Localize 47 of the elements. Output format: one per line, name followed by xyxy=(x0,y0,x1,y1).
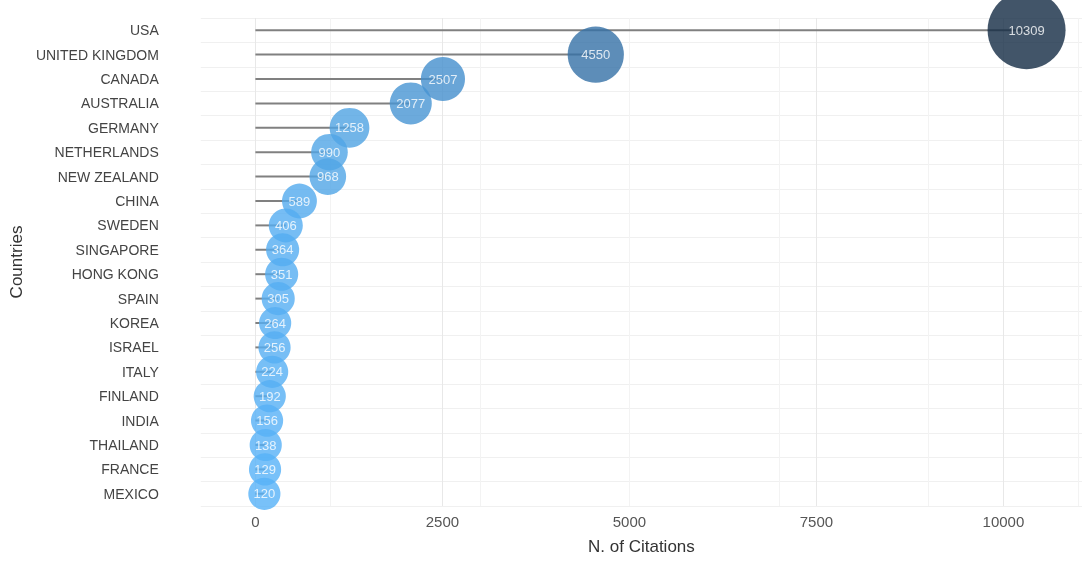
y-tick-label: FRANCE xyxy=(101,461,159,478)
y-tick-label: MEXICO xyxy=(103,485,159,502)
y-tick-label: NETHERLANDS xyxy=(54,144,159,161)
data-label: 256 xyxy=(263,339,286,355)
y-tick-label: KOREA xyxy=(109,315,160,331)
y-tick-label: USA xyxy=(129,22,160,39)
data-label: 120 xyxy=(253,486,276,502)
data-label: 138 xyxy=(254,437,277,453)
y-tick-label: NEW ZEALAND xyxy=(57,168,159,185)
x-tick-label: 5000 xyxy=(612,513,647,530)
y-tick-label: INDIA xyxy=(121,412,160,429)
y-tick-label: UNITED KINGDOM xyxy=(35,46,159,63)
x-tick-label: 7500 xyxy=(799,513,834,530)
y-axis-title: Countries xyxy=(7,225,26,299)
y-tick-label: AUSTRALIA xyxy=(80,95,160,112)
x-axis-title: N. of Citations xyxy=(588,537,695,556)
x-tick-label: 10000 xyxy=(982,513,1025,530)
data-label: 129 xyxy=(254,461,276,477)
data-label: 589 xyxy=(288,193,311,209)
y-tick-label: HONG KONG xyxy=(71,266,159,283)
data-label: 406 xyxy=(274,217,297,233)
data-label: 305 xyxy=(267,291,290,307)
data-label: 2077 xyxy=(396,95,426,111)
data-label: 10309 xyxy=(1008,22,1045,38)
x-tick-label: 0 xyxy=(251,513,260,530)
data-label: 2507 xyxy=(428,71,458,87)
data-label: 4550 xyxy=(581,47,611,63)
x-tick-label: 2500 xyxy=(425,513,460,530)
y-tick-label: SWEDEN xyxy=(97,217,159,234)
y-tick-label: GERMANY xyxy=(87,119,160,136)
y-tick-label: ITALY xyxy=(121,363,160,380)
data-label: 1258 xyxy=(335,120,364,136)
y-tick-label: THAILAND xyxy=(89,437,159,453)
y-tick-label: FINLAND xyxy=(98,388,159,405)
data-label: 990 xyxy=(318,144,341,160)
y-tick-label: SINGAPORE xyxy=(75,241,159,258)
data-label: 364 xyxy=(271,242,294,258)
y-tick-label: CANADA xyxy=(100,71,160,87)
y-tick-label: CHINA xyxy=(115,193,160,209)
y-tick-label: SPAIN xyxy=(117,290,159,307)
data-label: 968 xyxy=(316,169,339,185)
data-label: 156 xyxy=(256,413,278,429)
data-label: 264 xyxy=(264,315,286,331)
data-label: 351 xyxy=(270,266,293,282)
data-label: 192 xyxy=(258,388,281,404)
data-label: 224 xyxy=(261,364,284,380)
y-tick-label: ISRAEL xyxy=(108,339,159,356)
